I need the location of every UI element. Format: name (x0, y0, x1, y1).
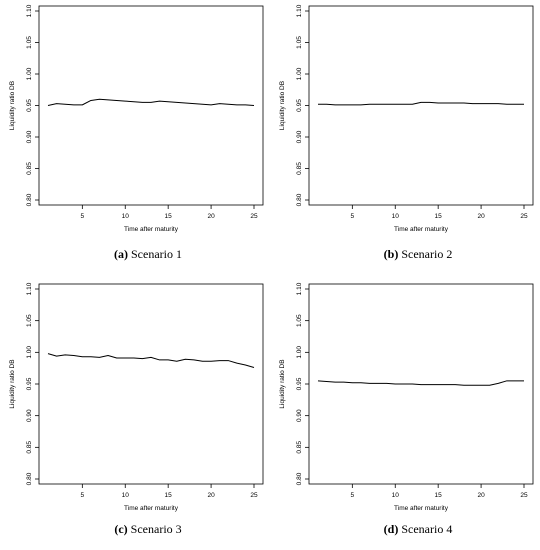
y-tick-label: 1.10 (296, 4, 303, 17)
y-axis-label: Liquidity ratio DB (9, 359, 16, 408)
y-tick-label: 1.05 (296, 314, 303, 327)
caption-text: Scenario 4 (401, 522, 453, 536)
x-tick-label: 5 (351, 492, 355, 499)
series-line (318, 101, 524, 106)
y-tick-label: 1.00 (296, 346, 303, 359)
x-tick-label: 10 (122, 213, 130, 220)
x-tick-label: 25 (520, 213, 528, 220)
y-tick-label: 0.85 (296, 162, 303, 175)
y-tick-label: 0.90 (26, 130, 33, 143)
x-tick-label: 25 (250, 492, 258, 499)
y-axis-label: Liquidity ratio DB (9, 81, 16, 130)
y-axis-label: Liquidity ratio DB (279, 81, 286, 130)
x-tick-label: 10 (392, 492, 400, 499)
x-tick-label: 15 (165, 492, 173, 499)
x-tick-label: 25 (250, 213, 258, 220)
x-tick-label: 20 (477, 492, 485, 499)
series-line (47, 353, 255, 369)
y-axis-label: Liquidity ratio DB (279, 359, 286, 408)
caption-text: Scenario 2 (401, 247, 453, 261)
y-tick-label: 0.85 (26, 162, 33, 175)
series-line (47, 98, 255, 106)
x-tick-label: 10 (392, 213, 400, 220)
caption-tag: (a) (114, 247, 129, 261)
x-tick-label: 20 (207, 492, 215, 499)
y-tick-label: 1.10 (296, 282, 303, 295)
x-tick-label: 15 (165, 213, 173, 220)
x-tick-label: 25 (520, 492, 528, 499)
x-tick-label: 10 (122, 492, 130, 499)
y-tick-label: 1.05 (26, 36, 33, 49)
y-tick-label: 1.10 (26, 282, 33, 295)
y-tick-label: 1.00 (26, 346, 33, 359)
caption-tag: (c) (114, 522, 128, 536)
x-tick-label: 15 (435, 492, 443, 499)
y-tick-label: 0.85 (26, 441, 33, 454)
y-tick-label: 1.10 (26, 4, 33, 17)
panel-caption: (d) Scenario 4 (384, 522, 453, 537)
x-axis-label: Time after maturity (124, 505, 179, 512)
caption-text: Scenario 3 (130, 522, 182, 536)
caption-text: Scenario 1 (131, 247, 182, 261)
y-tick-label: 0.90 (26, 409, 33, 422)
x-axis-label: Time after maturity (124, 226, 179, 233)
series-line (317, 380, 524, 386)
x-axis-label: Time after maturity (394, 226, 449, 233)
x-axis-label: Time after maturity (394, 505, 449, 512)
panel-caption: (c) Scenario 3 (114, 522, 181, 537)
panel-caption: (b) Scenario 2 (384, 247, 453, 262)
x-tick-label: 5 (351, 213, 355, 220)
y-tick-label: 0.80 (26, 472, 33, 485)
y-tick-label: 0.95 (26, 377, 33, 390)
x-tick-label: 20 (477, 213, 485, 220)
y-tick-label: 0.95 (296, 99, 303, 112)
y-tick-label: 1.00 (26, 67, 33, 80)
x-tick-label: 5 (81, 492, 85, 499)
plot-frame (308, 283, 534, 485)
y-tick-label: 0.90 (296, 409, 303, 422)
y-tick-label: 0.95 (296, 377, 303, 390)
y-tick-label: 0.85 (296, 441, 303, 454)
caption-tag: (d) (383, 522, 399, 536)
x-tick-label: 20 (207, 213, 215, 220)
y-tick-label: 0.80 (296, 193, 303, 206)
y-tick-label: 1.05 (296, 36, 303, 49)
x-tick-label: 15 (435, 213, 443, 220)
y-tick-label: 1.05 (26, 314, 33, 327)
x-tick-label: 5 (81, 213, 85, 220)
y-tick-label: 0.95 (26, 99, 33, 112)
panel-caption: (a) Scenario 1 (114, 247, 182, 262)
y-tick-label: 0.90 (296, 130, 303, 143)
y-tick-label: 0.80 (296, 472, 303, 485)
y-tick-label: 1.00 (296, 67, 303, 80)
y-tick-label: 0.80 (26, 193, 33, 206)
caption-tag: (b) (383, 247, 399, 261)
